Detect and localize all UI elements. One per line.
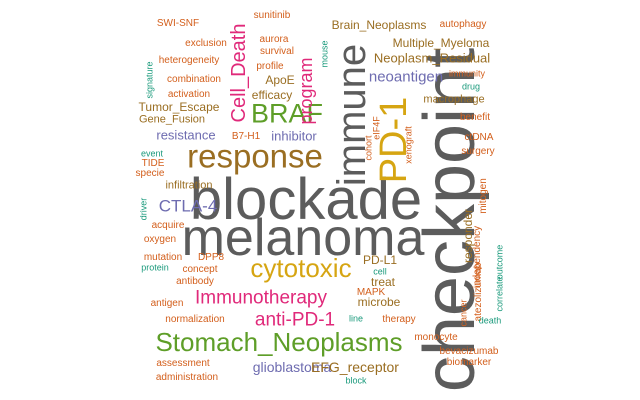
word-tide: TIDE bbox=[141, 158, 165, 169]
word-sunitinib: sunitinib bbox=[253, 10, 291, 21]
word-atezolizumab: atezolizumab bbox=[473, 262, 484, 322]
word-death: death bbox=[478, 315, 502, 326]
word-cancer: cancer bbox=[458, 299, 469, 327]
word-profile: profile bbox=[256, 61, 284, 72]
word-survival: survival bbox=[260, 46, 294, 57]
word-dpp8: DPP8 bbox=[197, 252, 225, 263]
word-driver: driver bbox=[138, 197, 149, 221]
word-aurora: aurora bbox=[259, 34, 289, 45]
word-acquire: acquire bbox=[151, 220, 185, 231]
word-cytotoxic: cytotoxic bbox=[250, 253, 352, 283]
word-immune: immune bbox=[330, 43, 374, 187]
word-cell-death: Cell_Death bbox=[228, 23, 250, 123]
word-block: block bbox=[345, 375, 367, 386]
word-signature: signature bbox=[144, 61, 155, 99]
word-bevacizumab: bevacizumab bbox=[439, 346, 499, 357]
word-efg-receptor: EFG_receptor bbox=[311, 359, 399, 375]
word-glioblastoma: glioblastoma bbox=[252, 359, 332, 375]
word-melanoma: melanoma bbox=[181, 209, 425, 267]
word-autophagy: autophagy bbox=[439, 19, 487, 30]
word-program: program bbox=[296, 57, 316, 125]
word-heterogeneity: heterogeneity bbox=[158, 55, 220, 66]
word-treat: treat bbox=[370, 275, 396, 289]
word-macrophage: macrophage bbox=[423, 93, 485, 106]
word-resistance: resistance bbox=[156, 127, 216, 143]
word-antibody: antibody bbox=[176, 276, 214, 287]
word-biomarker: biomarker bbox=[446, 357, 492, 368]
word-immunity: immunity bbox=[448, 68, 486, 79]
word-blockade: blockade bbox=[189, 167, 423, 232]
word-eif4f: eIF4F bbox=[371, 116, 382, 140]
word-oxygen: oxygen bbox=[143, 234, 177, 245]
word-mitogen: mitogen bbox=[478, 178, 489, 214]
word-xenograft: xenograft bbox=[403, 126, 414, 164]
word-anti-pd-1: anti-PD-1 bbox=[254, 309, 336, 331]
word-neoantigen: neoantigen bbox=[368, 68, 444, 86]
word-line: line bbox=[348, 313, 364, 324]
word-apoe: ApoE bbox=[265, 73, 295, 87]
word-response: response bbox=[187, 137, 323, 175]
word-antigen: antigen bbox=[150, 298, 184, 309]
word-tumor-escape: Tumor_Escape bbox=[138, 100, 220, 114]
word-multiple-myeloma: Multiple_Myeloma bbox=[392, 36, 490, 50]
word-mapk: MAPK bbox=[356, 287, 386, 298]
word-mutation: mutation bbox=[143, 252, 183, 263]
word-specie: specie bbox=[135, 168, 165, 179]
word-stomach-neoplasms: Stomach_Neoplasms bbox=[155, 327, 403, 357]
word-cell: cell bbox=[373, 266, 387, 277]
word-microbe: microbe bbox=[357, 295, 401, 309]
word-surgery: surgery bbox=[461, 146, 495, 157]
word-concept: concept bbox=[182, 264, 218, 275]
word-pd-l1: PD-L1 bbox=[362, 253, 398, 267]
word-activation: activation bbox=[167, 89, 211, 100]
word-drug: drug bbox=[461, 81, 481, 92]
word-combination: combination bbox=[167, 74, 221, 85]
word-therapy: therapy bbox=[382, 314, 416, 325]
word-neoplasm-residual: Neoplasm_Residual bbox=[373, 50, 491, 66]
word-brain-neoplasms: Brain_Neoplasms bbox=[331, 18, 427, 32]
word-swi-snf: SWI-SNF bbox=[156, 18, 200, 29]
word-benefit: benefit bbox=[459, 112, 491, 123]
word-braf: BRAF bbox=[250, 98, 324, 129]
word-gene-fusion: Gene_Fusion bbox=[138, 113, 206, 126]
word-administration: administration bbox=[155, 372, 219, 383]
word-immunotherapy: Immunotherapy bbox=[194, 287, 328, 309]
word-event: event bbox=[140, 148, 164, 159]
word-protein: protein bbox=[141, 262, 169, 273]
word-b7-h1: B7-H1 bbox=[231, 131, 261, 142]
word-exclusion: exclusion bbox=[185, 38, 227, 49]
word-outcome: outcome bbox=[494, 244, 505, 280]
word-monocyte: monocyte bbox=[414, 332, 458, 343]
word-ctdna: ctDNA bbox=[464, 132, 494, 143]
word-assessment: assessment bbox=[156, 358, 210, 369]
word-infiltration: infiltration bbox=[165, 179, 213, 192]
word-normalization: normalization bbox=[165, 314, 225, 325]
word-inhibitor: inhibitor bbox=[271, 128, 317, 144]
word-correlate: correlate bbox=[494, 276, 505, 312]
word-ctla-4: CTLA-4 bbox=[158, 196, 218, 216]
word-mouse: mouse bbox=[319, 40, 330, 68]
word-efficacy: efficacy bbox=[251, 88, 293, 102]
